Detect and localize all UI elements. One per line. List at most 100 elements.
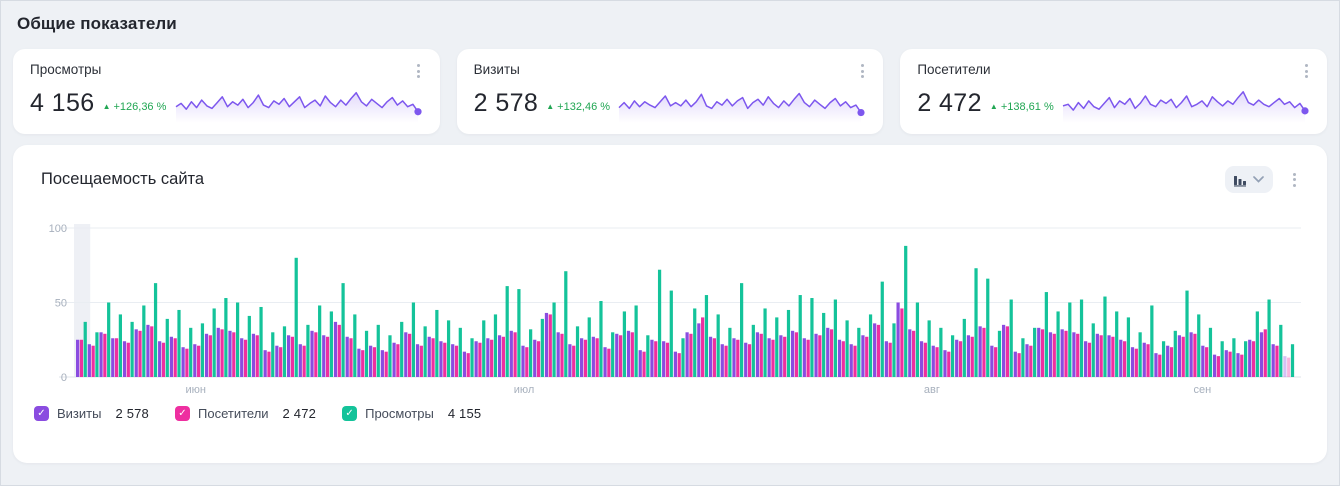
bar-visits[interactable] (790, 330, 795, 377)
bar-views[interactable] (763, 308, 767, 377)
kebab-menu-icon[interactable] (855, 62, 869, 80)
bar-visitors[interactable] (630, 332, 634, 377)
bar-visits[interactable] (427, 336, 431, 377)
bar-visitors[interactable] (1287, 357, 1291, 377)
bar-visitors[interactable] (349, 338, 353, 377)
bar-visits[interactable] (1013, 351, 1017, 377)
bar-visits[interactable] (943, 350, 947, 377)
bar-visitors[interactable] (1111, 336, 1115, 377)
bar-visitors[interactable] (1263, 329, 1267, 377)
legend-item-visits[interactable]: ✓ Визиты 2 578 (34, 406, 149, 421)
legend-checkbox-visits[interactable]: ✓ (34, 406, 49, 421)
bar-visitors[interactable] (173, 338, 177, 377)
bar-views[interactable] (599, 301, 603, 377)
bar-visits[interactable] (603, 347, 607, 377)
bar-visits[interactable] (263, 350, 267, 377)
bar-visits[interactable] (662, 341, 666, 377)
bar-visitors[interactable] (466, 353, 470, 377)
bar-views[interactable] (1255, 311, 1259, 377)
bar-visits[interactable] (462, 351, 467, 377)
bar-visits[interactable] (650, 339, 654, 377)
bar-views[interactable] (1091, 323, 1095, 377)
bar-visits[interactable] (357, 348, 361, 377)
bar-visitors[interactable] (1087, 342, 1092, 377)
bar-visitors[interactable] (677, 353, 681, 377)
bar-views[interactable] (927, 320, 931, 377)
bar-views[interactable] (868, 314, 873, 377)
bar-views[interactable] (704, 295, 709, 377)
bar-visitors[interactable] (1029, 345, 1033, 377)
bar-views[interactable] (1009, 299, 1013, 377)
bar-visits[interactable] (1060, 329, 1064, 377)
bar-visits[interactable] (298, 344, 302, 377)
bar-visitors[interactable] (161, 342, 166, 377)
bar-visitors[interactable] (701, 317, 705, 377)
bar-visitors[interactable] (958, 341, 963, 377)
bar-visitors[interactable] (267, 351, 271, 377)
bar-visitors[interactable] (935, 347, 939, 377)
bar-visits[interactable] (1119, 339, 1123, 377)
bar-visitors[interactable] (560, 333, 564, 377)
bar-views[interactable] (306, 324, 310, 377)
bar-visitors[interactable] (1076, 333, 1080, 377)
bar-views[interactable] (423, 326, 427, 377)
bar-visits[interactable] (931, 345, 935, 377)
bar-visitors[interactable] (490, 339, 494, 377)
bar-visits[interactable] (568, 344, 572, 377)
bar-visitors[interactable] (794, 332, 799, 377)
bar-visits[interactable] (509, 330, 513, 377)
bar-views[interactable] (493, 314, 498, 377)
bar-visits[interactable] (1072, 332, 1076, 377)
bar-visits[interactable] (216, 327, 220, 377)
bar-views[interactable] (716, 314, 720, 377)
bar-views[interactable] (587, 317, 591, 377)
bar-visits[interactable] (673, 351, 677, 377)
bar-visitors[interactable] (1205, 347, 1209, 377)
bar-visits[interactable] (146, 324, 150, 377)
bar-visitors[interactable] (654, 341, 658, 377)
bar-views[interactable] (1126, 317, 1131, 377)
bar-views[interactable] (611, 332, 615, 377)
bar-visitors[interactable] (314, 332, 318, 377)
bar-visits[interactable] (708, 336, 713, 377)
bar-views[interactable] (564, 271, 568, 377)
bar-visitors[interactable] (1251, 341, 1256, 377)
bar-views[interactable] (388, 335, 392, 377)
bar-visitors[interactable] (279, 347, 283, 377)
bar-views[interactable] (681, 338, 685, 377)
bar-visits[interactable] (1048, 332, 1053, 377)
bar-visitors[interactable] (923, 342, 927, 377)
bar-visits[interactable] (1177, 335, 1182, 377)
bar-visits[interactable] (380, 350, 384, 377)
bar-visits[interactable] (779, 335, 783, 377)
bar-views[interactable] (1115, 311, 1119, 377)
bar-visits[interactable] (1001, 324, 1006, 377)
bar-visits[interactable] (837, 339, 842, 377)
bar-visitors[interactable] (396, 344, 400, 377)
bar-views[interactable] (974, 268, 978, 377)
bar-visitors[interactable] (1134, 348, 1138, 377)
bar-visits[interactable] (1283, 356, 1287, 377)
legend-checkbox-views[interactable]: ✓ (342, 406, 358, 421)
bar-visits[interactable] (1236, 353, 1240, 377)
bar-views[interactable] (950, 335, 955, 377)
bar-visitors[interactable] (759, 333, 763, 377)
bar-visits[interactable] (76, 339, 80, 377)
bar-views[interactable] (740, 283, 744, 377)
bar-views[interactable] (1021, 338, 1025, 377)
bar-visitors[interactable] (114, 338, 119, 377)
bar-views[interactable] (1244, 341, 1248, 377)
bar-visits[interactable] (908, 329, 912, 377)
bar-visits[interactable] (884, 341, 888, 377)
bar-views[interactable] (400, 321, 404, 377)
bar-visits[interactable] (240, 338, 244, 377)
bar-visits[interactable] (990, 345, 994, 377)
bar-views[interactable] (189, 327, 193, 377)
bar-visitors[interactable] (1169, 347, 1174, 377)
bar-visitors[interactable] (501, 336, 505, 377)
bar-visits[interactable] (802, 338, 806, 377)
bar-visitors[interactable] (185, 348, 189, 377)
kebab-menu-icon[interactable] (1287, 171, 1301, 189)
bar-visits[interactable] (626, 330, 631, 377)
bar-visits[interactable] (978, 326, 982, 377)
